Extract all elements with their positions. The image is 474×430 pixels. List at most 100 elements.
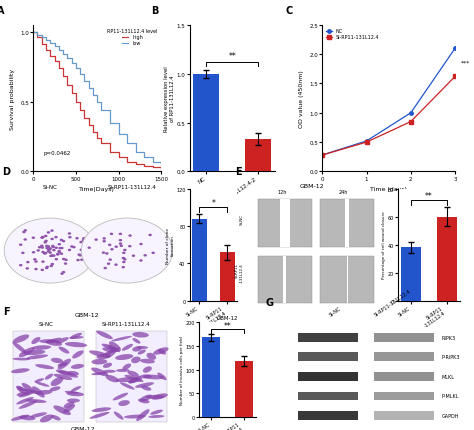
Si-RP11-131L12.4 [408, 120, 414, 125]
Ellipse shape [122, 364, 131, 370]
Circle shape [123, 258, 127, 261]
Text: RIPK3: RIPK3 [442, 335, 456, 340]
Ellipse shape [106, 375, 119, 382]
Line: Si-RP11-131L12.4: Si-RP11-131L12.4 [320, 76, 457, 157]
Circle shape [56, 253, 59, 256]
Circle shape [68, 249, 71, 252]
Bar [258, 200, 312, 247]
Circle shape [32, 252, 35, 254]
Circle shape [110, 249, 114, 251]
Ellipse shape [138, 350, 146, 355]
Ellipse shape [101, 344, 119, 352]
Si-RP11-131L12.4 [364, 140, 369, 145]
Bar [374, 353, 434, 361]
Circle shape [148, 234, 152, 237]
Ellipse shape [151, 393, 168, 400]
Bar [320, 200, 374, 247]
Text: Si-NC: Si-NC [38, 322, 54, 327]
Ellipse shape [143, 366, 152, 373]
Text: Si-RP11
-131L12.4: Si-RP11 -131L12.4 [235, 262, 244, 282]
Text: **: ** [228, 52, 236, 61]
Ellipse shape [122, 344, 133, 351]
Circle shape [82, 237, 85, 240]
Circle shape [107, 263, 110, 265]
Ellipse shape [116, 377, 137, 382]
Circle shape [48, 249, 51, 251]
Legend: high, low: high, low [106, 28, 159, 47]
Circle shape [43, 253, 46, 255]
Ellipse shape [17, 392, 27, 396]
Circle shape [80, 259, 83, 261]
Circle shape [121, 266, 125, 269]
Circle shape [40, 237, 44, 239]
Circle shape [62, 240, 65, 243]
Text: E: E [235, 167, 242, 177]
Text: G: G [265, 297, 273, 307]
Ellipse shape [35, 364, 54, 369]
Circle shape [40, 237, 44, 240]
Ellipse shape [16, 397, 34, 405]
Circle shape [118, 240, 122, 242]
Circle shape [68, 237, 72, 239]
Text: A: A [0, 6, 5, 16]
Text: D: D [2, 167, 10, 177]
Ellipse shape [19, 415, 36, 421]
Ellipse shape [49, 387, 61, 391]
Ellipse shape [148, 415, 164, 418]
Ellipse shape [118, 400, 130, 406]
Ellipse shape [40, 415, 54, 422]
Ellipse shape [32, 345, 51, 350]
Ellipse shape [34, 378, 44, 383]
Ellipse shape [22, 383, 34, 393]
Text: Si-RP11-131L12.4: Si-RP11-131L12.4 [374, 288, 412, 317]
Circle shape [103, 267, 107, 270]
Bar [298, 353, 358, 361]
Circle shape [51, 245, 55, 248]
Text: GBM-12: GBM-12 [74, 312, 99, 317]
Bar [13, 331, 84, 421]
Circle shape [19, 264, 23, 267]
Circle shape [54, 237, 58, 239]
Circle shape [26, 267, 29, 270]
Circle shape [44, 252, 47, 255]
Ellipse shape [71, 386, 81, 392]
Circle shape [22, 231, 26, 234]
Y-axis label: Number of invasive cells per field: Number of invasive cells per field [180, 335, 184, 404]
Circle shape [122, 252, 126, 255]
Bar [219, 252, 235, 301]
Circle shape [34, 268, 38, 270]
Circle shape [48, 252, 52, 254]
Y-axis label: Percentage of cell wound closure: Percentage of cell wound closure [383, 212, 386, 279]
Circle shape [23, 239, 27, 241]
Circle shape [24, 230, 27, 232]
Y-axis label: Survival probability: Survival probability [9, 68, 15, 129]
Text: Si-NC: Si-NC [42, 184, 57, 190]
NC [452, 46, 458, 52]
Ellipse shape [111, 336, 132, 341]
Circle shape [132, 255, 135, 257]
Text: B: B [151, 6, 159, 16]
Text: p=0.0462: p=0.0462 [44, 150, 71, 156]
Circle shape [62, 258, 65, 261]
Text: 24h: 24h [338, 190, 348, 195]
Ellipse shape [35, 382, 49, 387]
Circle shape [45, 267, 48, 270]
Ellipse shape [64, 402, 74, 408]
Circle shape [70, 246, 73, 248]
Bar [280, 200, 290, 247]
Ellipse shape [56, 370, 72, 375]
Circle shape [26, 261, 29, 264]
Ellipse shape [12, 342, 27, 354]
Ellipse shape [135, 382, 154, 388]
Circle shape [128, 235, 132, 237]
Circle shape [36, 249, 40, 252]
Ellipse shape [18, 400, 37, 409]
Bar [193, 74, 219, 172]
Circle shape [21, 252, 25, 255]
Text: GBM-12: GBM-12 [300, 184, 324, 188]
Ellipse shape [67, 399, 80, 402]
Ellipse shape [103, 363, 112, 368]
Circle shape [41, 247, 44, 249]
Circle shape [49, 265, 53, 267]
Circle shape [79, 255, 82, 257]
